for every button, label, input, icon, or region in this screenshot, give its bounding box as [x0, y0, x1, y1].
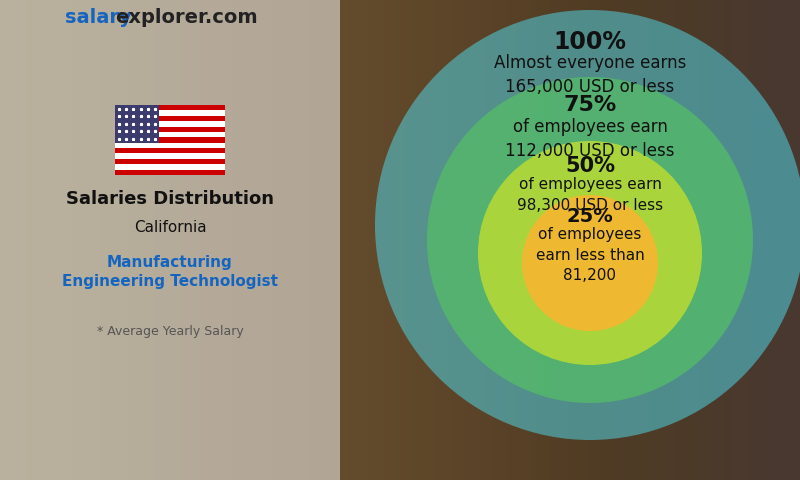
Bar: [115, 169, 225, 175]
Text: salary: salary: [65, 8, 132, 27]
Text: California: California: [134, 220, 206, 235]
Circle shape: [375, 10, 800, 440]
Bar: [115, 127, 225, 132]
Text: of employees earn
98,300 USD or less: of employees earn 98,300 USD or less: [517, 178, 663, 213]
Bar: [115, 164, 225, 169]
Bar: [115, 105, 225, 110]
Text: * Average Yearly Salary: * Average Yearly Salary: [97, 325, 243, 338]
Bar: [115, 110, 225, 116]
Bar: [115, 154, 225, 159]
Text: 25%: 25%: [566, 207, 614, 226]
Circle shape: [478, 141, 702, 365]
Text: Manufacturing
Engineering Technologist: Manufacturing Engineering Technologist: [62, 255, 278, 289]
Text: 50%: 50%: [565, 156, 615, 176]
Text: 75%: 75%: [563, 95, 617, 115]
Bar: [115, 132, 225, 137]
Text: of employees
earn less than
81,200: of employees earn less than 81,200: [536, 227, 644, 283]
Bar: [115, 148, 225, 154]
Bar: [115, 105, 159, 143]
Text: explorer.com: explorer.com: [115, 8, 258, 27]
Bar: [115, 143, 225, 148]
Text: Almost everyone earns
165,000 USD or less: Almost everyone earns 165,000 USD or les…: [494, 54, 686, 96]
FancyBboxPatch shape: [0, 0, 340, 480]
Bar: [115, 121, 225, 127]
Text: Salaries Distribution: Salaries Distribution: [66, 190, 274, 208]
Bar: [115, 159, 225, 164]
Text: of employees earn
112,000 USD or less: of employees earn 112,000 USD or less: [506, 118, 674, 160]
Circle shape: [427, 77, 753, 403]
Bar: [115, 116, 225, 121]
Text: 100%: 100%: [554, 30, 626, 54]
Circle shape: [522, 195, 658, 331]
Bar: [115, 137, 225, 143]
